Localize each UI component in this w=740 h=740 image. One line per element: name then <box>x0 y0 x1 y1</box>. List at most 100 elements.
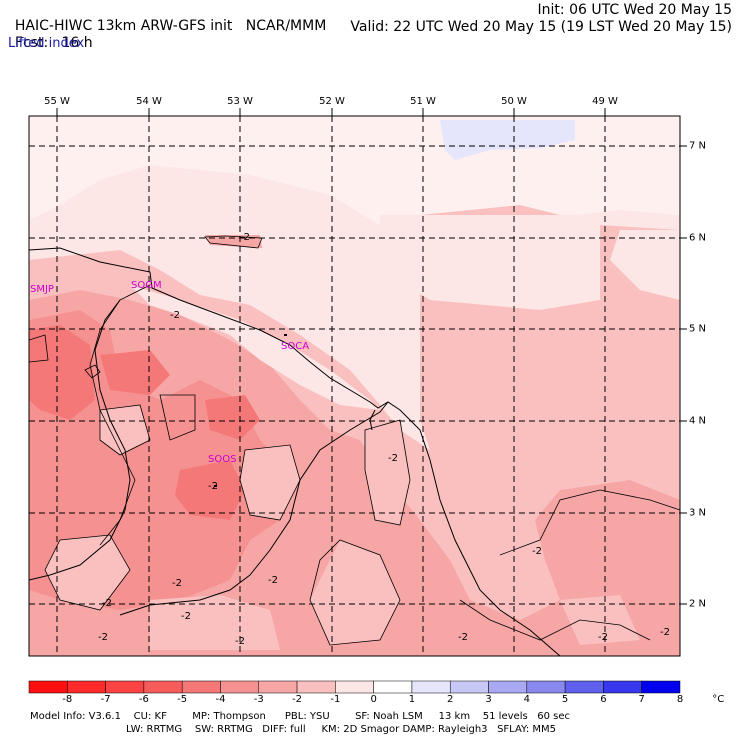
fill-li-minus5-center <box>100 350 170 395</box>
contour-label: -2 <box>102 598 112 609</box>
lon-label-53w: 53 W <box>227 96 253 107</box>
contour-lines <box>29 235 680 646</box>
contour-line-9 <box>499 489 680 556</box>
contour-label-group: -2 -2 -2 -2 -2 -2 -2 -2 -2 -2 -2 -2 -2 -… <box>98 232 670 647</box>
contour-label: -2 <box>240 232 250 243</box>
lon-label-50w: 50 W <box>501 96 527 107</box>
lon-label-52w: 52 W <box>319 96 345 107</box>
contour-line-7 <box>44 534 131 611</box>
colorbar-tick-label: 6 <box>600 694 607 705</box>
colorbar-tick-label: -7 <box>100 694 111 705</box>
contour-label: -2 <box>268 575 278 586</box>
valid-time: Valid: 22 UTC Wed 20 May 15 (19 LST Wed … <box>350 19 732 35</box>
contour-label: -2 <box>98 632 108 643</box>
axis-ticks <box>56 108 687 605</box>
colorbar-swatch <box>373 680 413 694</box>
lat-label-5n: 5 N <box>689 323 707 335</box>
station-group: SMJP SOGM SOCA SOOS <box>30 280 309 465</box>
colorbar-swatch <box>143 680 183 694</box>
border-fr-guiana-suriname <box>119 401 389 616</box>
colorbar-swatch <box>105 680 145 694</box>
colorbar-tick-label: 8 <box>676 694 684 705</box>
fill-li-minus1-coast <box>130 285 380 410</box>
colorbar-tick-label: -3 <box>253 694 264 705</box>
colorbar-swatch <box>488 680 528 694</box>
model-info-line2: LW: RRTMG SW: RRTMG DIFF: full KM: 2D Sm… <box>126 724 556 735</box>
border-river-mouth <box>369 409 376 431</box>
colorbar-swatch <box>181 680 221 694</box>
colorbar-swatch <box>258 680 298 694</box>
fill-li-minus2-hole2 <box>240 445 300 520</box>
lon-label-49w: 49 W <box>592 96 618 107</box>
org-text: NCAR/MMM <box>245 18 327 34</box>
lat-label-3n: 3 N <box>689 507 707 519</box>
init-time: Init: 06 UTC Wed 20 May 15 <box>537 2 732 18</box>
contour-line-11 <box>29 334 49 363</box>
fill-li-minus3-east <box>535 480 680 600</box>
fill-li-minus2-hole6 <box>150 595 280 650</box>
lat-label-7n: 7 N <box>689 140 707 152</box>
contour-label: -2 <box>598 632 608 643</box>
contour-label: -2 <box>660 627 670 638</box>
contour-label: -2 <box>388 453 398 464</box>
lat-label-2n: 2 N <box>689 598 707 610</box>
colorbar-tick-label: 1 <box>408 694 416 705</box>
colorbar-swatch <box>220 680 260 694</box>
coastline-borders <box>29 247 561 656</box>
fill-li-minus2-hole7 <box>560 595 640 645</box>
fcst-label: Fcst: <box>14 35 49 51</box>
colorbar-tick-label: 0 <box>370 694 377 705</box>
fill-li-minus2-hole3 <box>365 420 410 525</box>
fill-li-minus2-hole1 <box>100 405 150 455</box>
contour-label: -2 <box>172 578 182 589</box>
station-sogm: SOGM <box>131 280 162 291</box>
model-title-text: HAIC-HIWC 13km ARW-GFS init <box>14 18 233 34</box>
contour-label: -2 <box>458 632 468 643</box>
station-marker-soos <box>214 485 217 487</box>
lon-label-51w: 51 W <box>410 96 436 107</box>
model-info-line1: Model Info: V3.6.1 CU: KF MP: Thompson P… <box>30 711 570 722</box>
colorbar-tick-label: -8 <box>62 694 73 705</box>
fill-li-minus5-south <box>175 460 245 520</box>
colorbar-tick-label: 4 <box>523 694 530 705</box>
fcst-value: 16 h <box>61 35 93 51</box>
fill-li-minus5-west <box>29 325 95 420</box>
lon-label-55w: 55 W <box>44 96 70 107</box>
contour-label: -2 <box>235 636 245 647</box>
colorbar-tick-label: -4 <box>215 694 226 705</box>
colorbar-swatch <box>411 680 451 694</box>
colorbar-tick-label: -5 <box>177 694 188 705</box>
lat-label-4n: 4 N <box>689 415 707 427</box>
map-frame <box>28 115 681 657</box>
colorbar-tick-label: 2 <box>447 694 454 705</box>
contour-label: -2 <box>532 546 542 557</box>
station-markers <box>214 334 287 487</box>
station-soos: SOOS <box>208 454 236 465</box>
coastline <box>29 247 561 656</box>
colorbar-swatch <box>28 680 68 694</box>
contour-line-6 <box>309 539 401 646</box>
fill-li-minus1-east-patch <box>610 230 680 300</box>
colorbar-tick-label: 3 <box>485 694 492 705</box>
colorbar-unit: °C <box>712 694 725 705</box>
station-marker-soca <box>284 334 287 336</box>
colorbar-swatch <box>564 680 604 694</box>
fill-li-positive <box>440 120 575 160</box>
colorbar-swatch <box>67 680 106 694</box>
colorbar-swatch <box>296 680 336 694</box>
lon-label-54w: 54 W <box>136 96 162 107</box>
contour-line-3 <box>99 404 151 456</box>
model-title: HAIC-HIWC 13km ARW-GFS init NCAR/MMM <box>6 2 326 34</box>
colorbar-tick-label: 7 <box>638 694 645 705</box>
colorbar-swatch <box>449 680 489 694</box>
map-fill-layer <box>29 116 680 656</box>
lat-label-6n: 6 N <box>689 232 707 244</box>
colorbar-tick-label: -1 <box>330 694 341 705</box>
contour-line-12 <box>84 364 101 379</box>
contour-line-2 <box>364 419 411 526</box>
contour-line-5 <box>159 394 196 441</box>
contour-line-8 <box>459 599 651 641</box>
forecast-hour: Fcst: 16 h <box>6 19 93 51</box>
fill-li-minus1-ne-region <box>380 215 600 310</box>
